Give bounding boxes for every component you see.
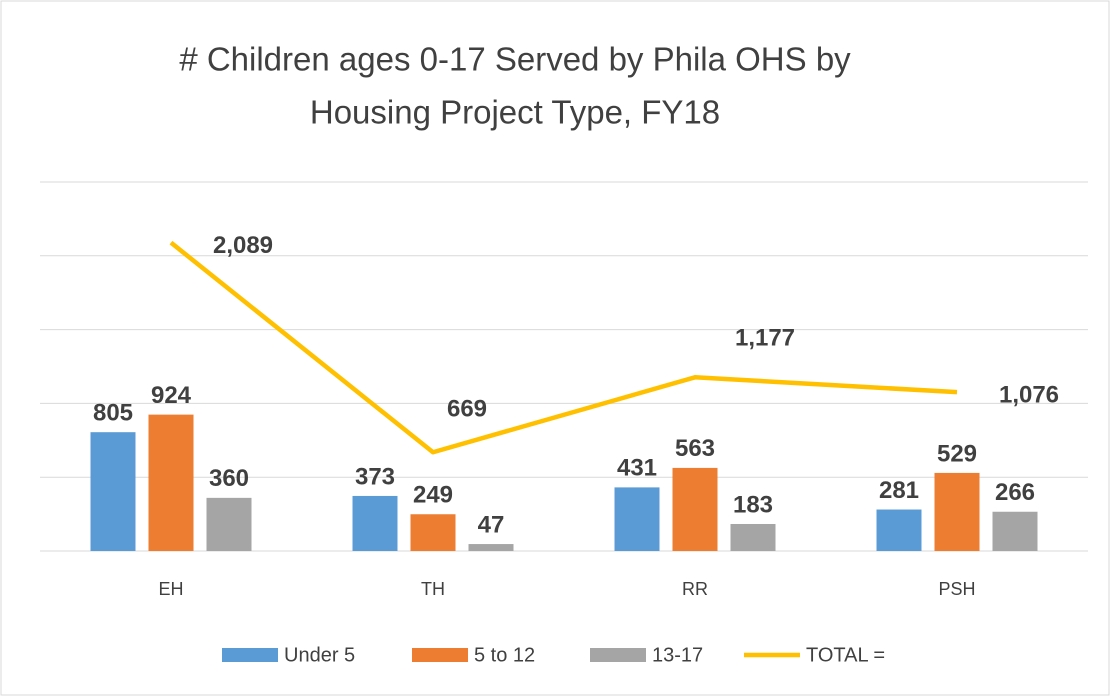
chart-title: Housing Project Type, FY18 <box>310 94 720 131</box>
line <box>169 240 958 455</box>
legend-swatch <box>590 648 646 662</box>
data-label: 373 <box>355 463 395 490</box>
data-label: 669 <box>447 396 487 423</box>
legend-label: 5 to 12 <box>474 644 535 666</box>
data-label: 360 <box>209 465 249 492</box>
data-label: 529 <box>937 440 977 467</box>
data-label: 281 <box>879 477 919 504</box>
x-tick-label: TH <box>421 579 445 599</box>
data-label: 1,076 <box>999 382 1059 409</box>
data-label: 183 <box>733 491 773 518</box>
legend-label: 13-17 <box>652 644 703 666</box>
data-label: 1,177 <box>735 325 795 352</box>
bar <box>992 511 1038 551</box>
data-label: 563 <box>675 435 715 462</box>
x-tick-label: RR <box>682 579 708 599</box>
bar <box>410 514 456 551</box>
data-label: 2,089 <box>213 232 273 259</box>
bar <box>468 544 514 551</box>
bar <box>934 472 980 551</box>
x-tick-label: PSH <box>938 579 975 599</box>
bar <box>876 509 922 551</box>
bar <box>90 432 136 551</box>
legend-swatch <box>222 648 278 662</box>
bar <box>614 487 660 551</box>
data-label: 431 <box>617 455 657 482</box>
legend-label: TOTAL = <box>806 644 885 666</box>
bar <box>730 523 776 551</box>
data-label: 805 <box>93 400 133 427</box>
data-label: 249 <box>413 482 453 509</box>
x-tick-label: EH <box>158 579 183 599</box>
legend-label: Under 5 <box>284 644 355 666</box>
bar <box>148 414 194 551</box>
data-label: 47 <box>478 511 505 538</box>
data-label: 924 <box>151 382 192 409</box>
bar <box>352 495 398 551</box>
data-label: 266 <box>995 479 1035 506</box>
chart-title: # Children ages 0-17 Served by Phila OHS… <box>179 41 851 78</box>
bar <box>206 497 252 551</box>
legend-swatch <box>412 648 468 662</box>
bar <box>672 467 718 551</box>
